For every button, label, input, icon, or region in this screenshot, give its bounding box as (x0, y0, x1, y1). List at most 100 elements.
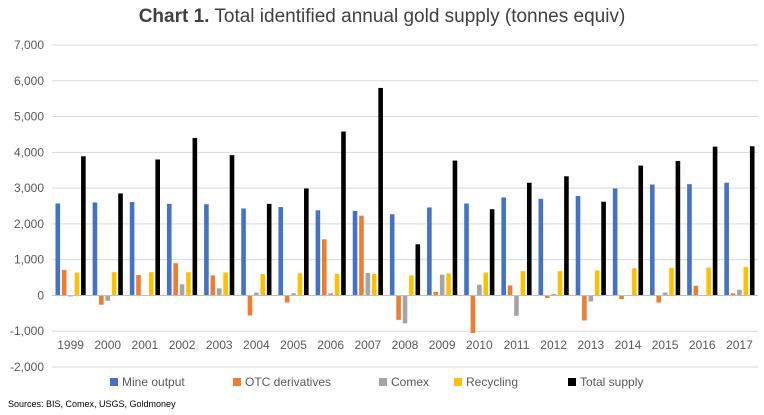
bar-total-supply-2013 (601, 201, 606, 296)
bar-total-supply-2016 (712, 146, 718, 296)
y-tick-label: 1,000 (14, 253, 44, 267)
bar-otc-derivatives-2000 (99, 295, 104, 305)
x-tick-label: 2013 (577, 338, 604, 352)
y-tick-label: -2,000 (10, 360, 44, 374)
x-tick-label: 2010 (466, 338, 493, 352)
bar-mine-output-2007 (352, 211, 358, 296)
bar-total-supply-2007 (378, 87, 383, 296)
bar-mine-output-2017 (724, 182, 729, 296)
bar-mine-output-2014 (612, 188, 618, 296)
x-tick-label: 1999 (57, 338, 84, 352)
bar-comex-2000 (105, 295, 111, 301)
x-tick-label: 2005 (280, 338, 307, 352)
x-tick-label: 2006 (317, 338, 344, 352)
bar-comex-2005 (291, 293, 296, 296)
bar-total-supply-2017 (749, 146, 755, 296)
bar-total-supply-2012 (564, 176, 569, 296)
bar-recycling-2005 (297, 273, 303, 296)
bar-total-supply-2011 (526, 182, 532, 296)
bar-recycling-2000 (111, 272, 117, 296)
legend-label-mine-output: Mine output (122, 375, 185, 389)
y-tick-label: 6,000 (14, 74, 44, 88)
bar-recycling-2016 (706, 267, 711, 296)
bar-otc-derivatives-2016 (693, 285, 699, 296)
bar-recycling-2006 (334, 273, 340, 296)
bar-total-supply-2008 (415, 244, 421, 296)
bar-recycling-2003 (223, 272, 228, 296)
bar-mine-output-2004 (241, 208, 246, 296)
legend-label-otc-derivatives: OTC derivatives (245, 375, 331, 389)
bar-comex-2017 (737, 289, 742, 296)
bar-comex-2008 (402, 295, 408, 324)
legend-swatch-comex (379, 378, 387, 386)
bar-mine-output-2011 (501, 197, 506, 296)
bar-comex-2009 (439, 274, 445, 296)
bar-comex-2002 (179, 284, 185, 296)
bar-comex-2003 (216, 288, 222, 296)
x-tick-label: 2014 (615, 338, 642, 352)
bar-otc-derivatives-2001 (136, 275, 141, 296)
bar-comex-2004 (254, 292, 259, 296)
bar-mine-output-2005 (278, 207, 284, 296)
bar-otc-derivatives-2017 (730, 293, 736, 296)
bar-otc-derivatives-2008 (396, 295, 401, 320)
legend-swatch-otc-derivatives (233, 378, 241, 386)
bar-otc-derivatives-2015 (656, 295, 662, 303)
y-tick-label: 5,000 (14, 110, 44, 124)
bar-recycling-2007 (371, 273, 377, 296)
bar-total-supply-2000 (118, 193, 123, 296)
bar-mine-output-2002 (166, 203, 172, 296)
x-tick-label: 2004 (243, 338, 270, 352)
bar-comex-2006 (328, 293, 333, 296)
bar-mine-output-2012 (538, 198, 544, 296)
bar-recycling-2013 (594, 270, 600, 296)
bar-comex-2012 (551, 294, 556, 296)
x-tick-label: 2007 (354, 338, 381, 352)
bar-otc-derivatives-2009 (433, 291, 439, 296)
bar-otc-derivatives-2011 (507, 285, 513, 296)
bar-mine-output-2000 (92, 202, 98, 296)
bar-recycling-2017 (743, 266, 749, 296)
bar-comex-1999 (68, 295, 73, 297)
bar-mine-output-2009 (427, 207, 432, 296)
bar-otc-derivatives-1999 (61, 270, 67, 296)
bar-recycling-2011 (520, 271, 526, 296)
bar-comex-2015 (662, 292, 668, 296)
bar-comex-2010 (477, 284, 482, 296)
bar-mine-output-1999 (55, 203, 61, 296)
bar-otc-derivatives-2006 (321, 239, 327, 296)
legend-swatch-recycling (454, 378, 462, 386)
y-tick-label: 7,000 (14, 38, 44, 52)
x-tick-label: 2002 (169, 338, 196, 352)
bar-otc-derivatives-2013 (582, 295, 587, 321)
bar-otc-derivatives-2005 (284, 295, 290, 303)
y-tick-label: 3,000 (14, 181, 44, 195)
bar-mine-output-2016 (687, 184, 692, 296)
x-tick-label: 2008 (392, 338, 419, 352)
bar-mine-output-2013 (575, 195, 581, 296)
bar-total-supply-2015 (675, 160, 681, 296)
bar-recycling-2010 (483, 272, 489, 296)
bar-mine-output-2006 (315, 210, 321, 296)
bar-recycling-1999 (74, 272, 80, 296)
bar-otc-derivatives-2007 (359, 215, 364, 296)
bar-otc-derivatives-2003 (210, 275, 216, 296)
bar-mine-output-2008 (389, 214, 395, 296)
y-tick-label: 4,000 (14, 145, 44, 159)
bar-recycling-2002 (186, 272, 191, 296)
bar-total-supply-2001 (155, 159, 160, 296)
y-axis-tick-labels: -2,000 -1,000 0 1,000 2,000 3,000 4,000 5,000 6,… (10, 38, 44, 374)
x-tick-label: 2009 (429, 338, 456, 352)
bar-otc-derivatives-2014 (619, 295, 624, 300)
bar-total-supply-2003 (229, 155, 235, 296)
chart-title-text: Total identified annual gold supply (ton… (214, 6, 626, 27)
x-tick-label: 2015 (652, 338, 679, 352)
bar-total-supply-2004 (266, 203, 272, 296)
bar-total-supply-2010 (489, 209, 495, 296)
bar-mine-output-2010 (464, 203, 469, 296)
bar-recycling-2015 (669, 267, 674, 296)
bar-mine-output-2001 (129, 202, 135, 296)
bar-comex-2007 (365, 272, 371, 296)
bar-total-supply-1999 (81, 156, 86, 296)
bar-total-supply-2014 (638, 165, 644, 296)
